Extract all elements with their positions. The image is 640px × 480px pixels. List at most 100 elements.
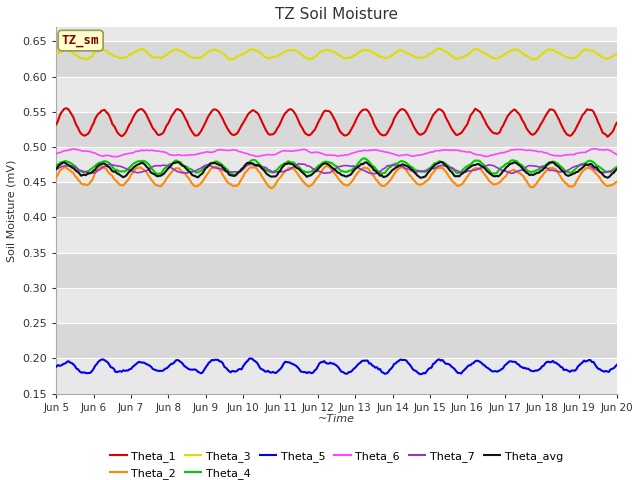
Line: Theta_6: Theta_6 <box>56 149 617 157</box>
Bar <box>56 77 617 112</box>
Theta_6 <box>158 149 166 155</box>
Bar <box>56 112 617 147</box>
Theta_5 <box>373 364 381 370</box>
Theta_4 <box>157 171 164 177</box>
Theta_avg <box>390 166 398 172</box>
Bar <box>56 147 617 182</box>
Theta_2 <box>268 185 275 191</box>
Theta_4 <box>52 163 60 168</box>
Theta_7 <box>547 168 555 173</box>
Theta_6 <box>373 147 381 153</box>
Theta_6 <box>546 152 554 157</box>
Theta_3 <box>68 49 76 55</box>
Theta_avg <box>613 166 621 172</box>
Theta_avg <box>157 173 164 179</box>
Legend: Theta_1, Theta_2, Theta_3, Theta_4, Theta_5, Theta_6, Theta_7, Theta_avg: Theta_1, Theta_2, Theta_3, Theta_4, Thet… <box>106 447 568 480</box>
Theta_6 <box>68 146 76 152</box>
Theta_5 <box>392 360 399 366</box>
Bar <box>56 27 617 41</box>
Theta_2 <box>52 175 60 180</box>
Theta_6 <box>52 151 60 156</box>
X-axis label: ~Time: ~Time <box>318 414 355 424</box>
Theta_4 <box>547 159 555 165</box>
Theta_1 <box>613 120 621 126</box>
Theta_1 <box>52 121 60 127</box>
Line: Theta_avg: Theta_avg <box>56 162 617 178</box>
Theta_avg <box>417 175 424 181</box>
Theta_4 <box>394 161 401 167</box>
Bar <box>56 323 617 359</box>
Theta_2 <box>394 168 401 173</box>
Title: TZ Soil Moisture: TZ Soil Moisture <box>275 7 398 22</box>
Bar <box>56 288 617 323</box>
Theta_5 <box>404 360 412 366</box>
Theta_7 <box>394 162 401 168</box>
Theta_3 <box>52 50 60 56</box>
Theta_4 <box>230 172 237 178</box>
Bar <box>56 359 617 394</box>
Y-axis label: Soil Moisture (mV): Soil Moisture (mV) <box>7 159 17 262</box>
Bar <box>56 252 617 288</box>
Theta_6 <box>392 152 399 157</box>
Bar <box>56 217 617 252</box>
Theta_avg <box>372 168 380 174</box>
Text: TZ_sm: TZ_sm <box>62 34 99 47</box>
Theta_5 <box>157 368 164 373</box>
Theta_3 <box>373 52 381 58</box>
Theta_4 <box>374 168 382 174</box>
Theta_5 <box>68 360 76 366</box>
Line: Theta_3: Theta_3 <box>56 48 617 60</box>
Theta_5 <box>613 362 621 368</box>
Theta_3 <box>157 55 164 61</box>
Theta_avg <box>68 165 76 170</box>
Line: Theta_5: Theta_5 <box>56 359 617 374</box>
Theta_2 <box>374 180 382 185</box>
Theta_2 <box>547 166 555 171</box>
Theta_1 <box>546 107 554 112</box>
Theta_3 <box>437 46 445 51</box>
Theta_7 <box>406 167 413 172</box>
Theta_7 <box>374 169 382 175</box>
Theta_5 <box>417 372 424 377</box>
Line: Theta_7: Theta_7 <box>56 164 617 174</box>
Theta_4 <box>361 156 369 161</box>
Theta_1 <box>70 114 77 120</box>
Line: Theta_4: Theta_4 <box>56 158 617 175</box>
Theta_1 <box>158 131 166 136</box>
Theta_6 <box>404 152 412 158</box>
Theta_7 <box>295 161 303 167</box>
Line: Theta_1: Theta_1 <box>56 108 617 137</box>
Theta_2 <box>68 169 76 175</box>
Theta_avg <box>403 163 410 169</box>
Theta_4 <box>406 163 413 169</box>
Theta_avg <box>52 166 60 172</box>
Theta_5 <box>247 356 255 361</box>
Theta_2 <box>157 183 164 189</box>
Bar <box>56 182 617 217</box>
Theta_6 <box>613 152 621 157</box>
Theta_3 <box>613 51 621 57</box>
Theta_6 <box>113 154 121 160</box>
Theta_5 <box>547 359 555 365</box>
Bar <box>56 41 617 77</box>
Theta_avg <box>547 160 555 166</box>
Line: Theta_2: Theta_2 <box>56 166 617 188</box>
Theta_avg <box>437 159 445 165</box>
Theta_2 <box>323 163 331 169</box>
Theta_3 <box>547 47 555 52</box>
Theta_4 <box>613 164 621 170</box>
Theta_2 <box>406 172 413 178</box>
Theta_7 <box>52 167 60 172</box>
Theta_2 <box>613 179 621 184</box>
Theta_7 <box>68 163 76 168</box>
Theta_4 <box>68 161 76 167</box>
Theta_1 <box>392 113 399 119</box>
Theta_7 <box>157 163 164 169</box>
Theta_7 <box>370 171 378 177</box>
Theta_3 <box>227 57 234 62</box>
Theta_1 <box>373 127 381 132</box>
Theta_1 <box>62 106 70 111</box>
Theta_1 <box>604 134 611 140</box>
Theta_7 <box>613 167 621 173</box>
Theta_3 <box>392 49 399 55</box>
